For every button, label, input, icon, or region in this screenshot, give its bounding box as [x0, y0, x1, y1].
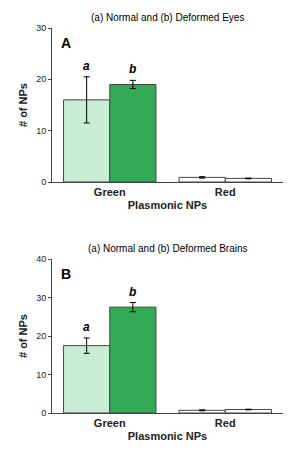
- svg-text:20: 20: [36, 331, 46, 341]
- svg-text:(a) Normal and (b) Deformed Br: (a) Normal and (b) Deformed Brains: [88, 243, 248, 254]
- svg-text:Red: Red: [215, 417, 236, 429]
- svg-text:B: B: [61, 266, 71, 282]
- svg-text:40: 40: [36, 254, 46, 264]
- svg-text:a: a: [83, 59, 90, 73]
- svg-text:a: a: [83, 320, 90, 334]
- svg-text:30: 30: [36, 293, 46, 303]
- svg-text:10: 10: [36, 126, 46, 136]
- svg-text:0: 0: [41, 177, 46, 187]
- svg-text:A: A: [61, 35, 71, 51]
- svg-text:0: 0: [41, 408, 46, 418]
- svg-text:Green: Green: [94, 417, 126, 429]
- svg-text:Red: Red: [215, 186, 236, 198]
- svg-text:10: 10: [36, 370, 46, 380]
- svg-text:b: b: [129, 285, 136, 299]
- svg-text:b: b: [129, 62, 136, 76]
- svg-text:# of NPs: # of NPs: [17, 83, 29, 127]
- svg-text:# of NPs: # of NPs: [17, 314, 29, 358]
- svg-text:Plasmonic NPs: Plasmonic NPs: [128, 430, 207, 442]
- svg-text:20: 20: [36, 74, 46, 84]
- svg-text:(a) Normal and (b) Deformed Ey: (a) Normal and (b) Deformed Eyes: [91, 12, 244, 23]
- svg-text:Green: Green: [94, 186, 126, 198]
- svg-text:Plasmonic NPs: Plasmonic NPs: [128, 199, 207, 211]
- svg-text:30: 30: [36, 23, 46, 33]
